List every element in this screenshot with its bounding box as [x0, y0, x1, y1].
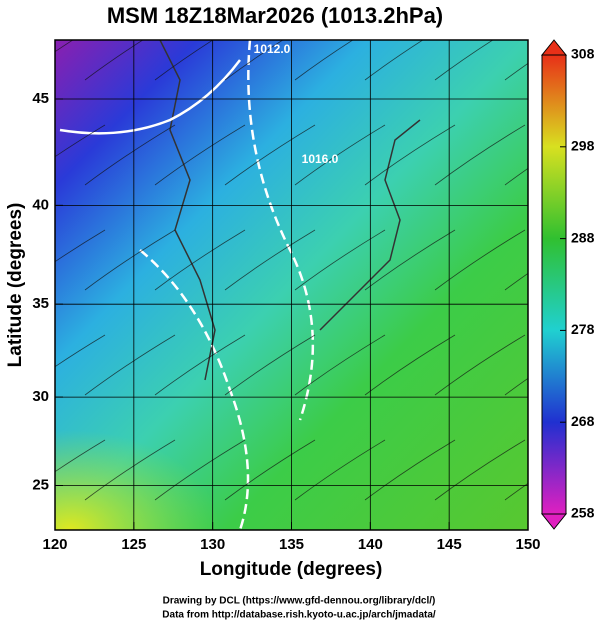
streamline [434, 334, 526, 396]
streamline [84, 334, 176, 396]
streamline [294, 124, 386, 186]
x-tick-label: 130 [200, 536, 225, 553]
streamline [504, 272, 528, 291]
contour [139, 249, 250, 530]
contour [247, 40, 315, 421]
colorbar [541, 54, 567, 515]
streamline [154, 124, 246, 186]
coastline [319, 119, 421, 331]
contour-label: 1016.0 [302, 152, 339, 166]
streamline [364, 229, 456, 291]
streamline [294, 334, 386, 396]
streamline [84, 124, 176, 186]
streamline [504, 482, 528, 501]
streamline [224, 334, 316, 396]
x-tick-label: 150 [515, 536, 540, 553]
y-tick-label: 40 [32, 196, 49, 213]
streamline [434, 229, 526, 291]
streamline [154, 40, 214, 81]
streamline [294, 439, 386, 501]
streamlines [55, 40, 528, 501]
colorbar-tick-label: 288 [571, 229, 595, 245]
colorbar-min-arrow [540, 513, 568, 530]
streamline [364, 40, 424, 81]
colorbar-tick-label: 298 [571, 138, 595, 154]
streamline [224, 439, 316, 501]
streamline [434, 124, 526, 186]
x-tick-label: 140 [358, 536, 383, 553]
streamline [364, 334, 456, 396]
contour-label: 1012.0 [254, 42, 291, 56]
x-tick-label: 145 [437, 536, 462, 553]
contour [59, 59, 241, 135]
y-tick-label: 35 [32, 295, 49, 312]
streamline [84, 229, 176, 291]
streamline [55, 334, 106, 368]
streamline [504, 377, 528, 396]
colorbar-tick-label: 278 [571, 321, 595, 337]
y-tick-label: 30 [32, 388, 49, 405]
grid [55, 40, 528, 530]
streamline [224, 124, 316, 186]
colorbar-tick-label: 308 [571, 46, 595, 62]
y-tick-label: 45 [32, 90, 49, 107]
streamline [364, 124, 456, 186]
streamline [364, 439, 456, 501]
warm-area [55, 330, 355, 530]
streamline [434, 439, 526, 501]
streamline [84, 40, 144, 81]
streamline [55, 229, 106, 263]
streamline [294, 229, 386, 291]
x-tick-label: 120 [42, 536, 67, 553]
streamline [55, 40, 74, 53]
colorbar-max-arrow [540, 39, 568, 56]
streamline [84, 439, 176, 501]
streamline [55, 439, 106, 473]
streamline [154, 229, 246, 291]
streamline [294, 40, 354, 81]
y-axis-label: Latitude (degrees) [5, 203, 26, 368]
streamline [224, 40, 284, 81]
streamline [154, 334, 246, 396]
y-tick-label: 25 [32, 476, 49, 493]
x-axis-label: Longitude (degrees) [200, 559, 383, 580]
x-tick-label: 125 [121, 536, 146, 553]
credit: Data from http://database.rish.kyoto-u.a… [162, 610, 436, 621]
title: MSM 18Z18Mar2026 (1013.2hPa) [107, 3, 443, 28]
streamline [504, 167, 528, 186]
colorbar-tick-label: 268 [571, 413, 595, 429]
streamline [434, 40, 494, 81]
x-tick-label: 135 [279, 536, 304, 553]
streamline [55, 124, 106, 158]
streamline [224, 229, 316, 291]
streamline [504, 62, 528, 81]
map-field: 1012.0 1016.0 [55, 40, 528, 530]
credit: Drawing by DCL (https://www.gfd-dennou.o… [163, 596, 436, 607]
colorbar-tick-label: 258 [571, 505, 595, 521]
streamline [154, 439, 246, 501]
